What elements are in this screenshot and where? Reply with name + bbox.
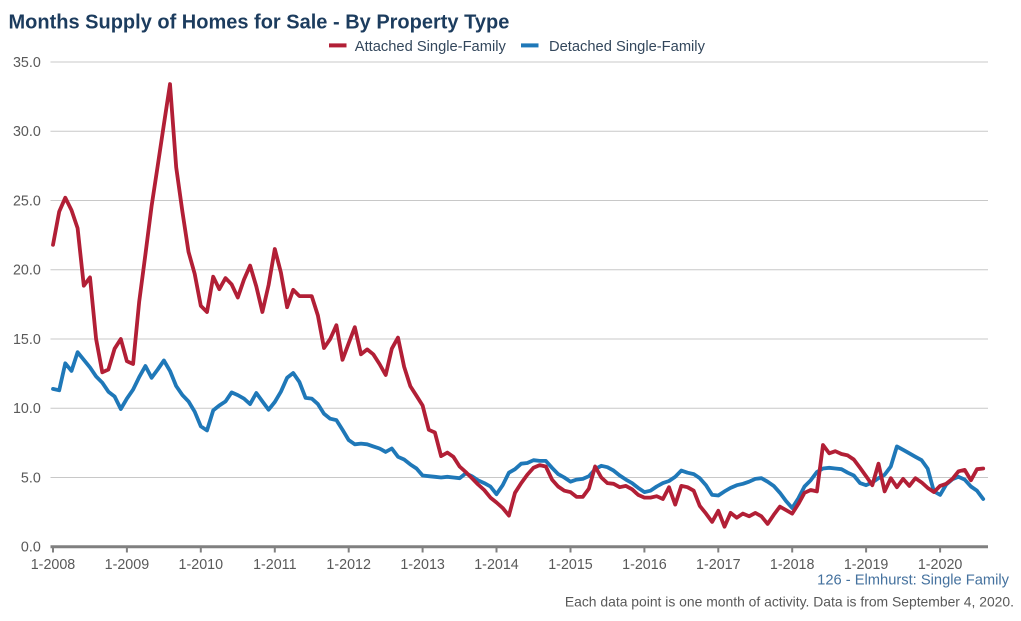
svg-text:Each data point is one month o: Each data point is one month of activity… xyxy=(565,594,1014,610)
svg-text:1-2012: 1-2012 xyxy=(326,557,371,573)
svg-text:25.0: 25.0 xyxy=(13,193,41,209)
svg-text:1-2015: 1-2015 xyxy=(548,557,593,573)
svg-text:30.0: 30.0 xyxy=(13,124,41,140)
svg-text:1-2016: 1-2016 xyxy=(622,557,667,573)
svg-text:1-2010: 1-2010 xyxy=(179,557,224,573)
svg-text:126 - Elmhurst: Single Family: 126 - Elmhurst: Single Family xyxy=(817,573,1009,589)
svg-text:15.0: 15.0 xyxy=(13,332,41,348)
svg-text:0.0: 0.0 xyxy=(21,540,41,556)
svg-text:1-2014: 1-2014 xyxy=(474,557,519,573)
svg-text:1-2013: 1-2013 xyxy=(400,557,445,573)
svg-text:1-2009: 1-2009 xyxy=(105,557,150,573)
svg-text:5.0: 5.0 xyxy=(21,470,41,486)
svg-text:Months Supply of Homes for Sal: Months Supply of Homes for Sale - By Pro… xyxy=(9,12,510,34)
svg-text:1-2018: 1-2018 xyxy=(770,557,815,573)
svg-text:35.0: 35.0 xyxy=(13,55,41,71)
svg-text:1-2008: 1-2008 xyxy=(31,557,76,573)
svg-text:20.0: 20.0 xyxy=(13,263,41,279)
svg-text:1-2020: 1-2020 xyxy=(918,557,963,573)
svg-text:10.0: 10.0 xyxy=(13,401,41,417)
svg-text:1-2011: 1-2011 xyxy=(253,557,297,573)
svg-text:1-2019: 1-2019 xyxy=(844,557,889,573)
svg-text:Attached Single-Family: Attached Single-Family xyxy=(355,39,507,55)
svg-text:Detached Single-Family: Detached Single-Family xyxy=(549,39,706,55)
svg-text:1-2017: 1-2017 xyxy=(696,557,741,573)
